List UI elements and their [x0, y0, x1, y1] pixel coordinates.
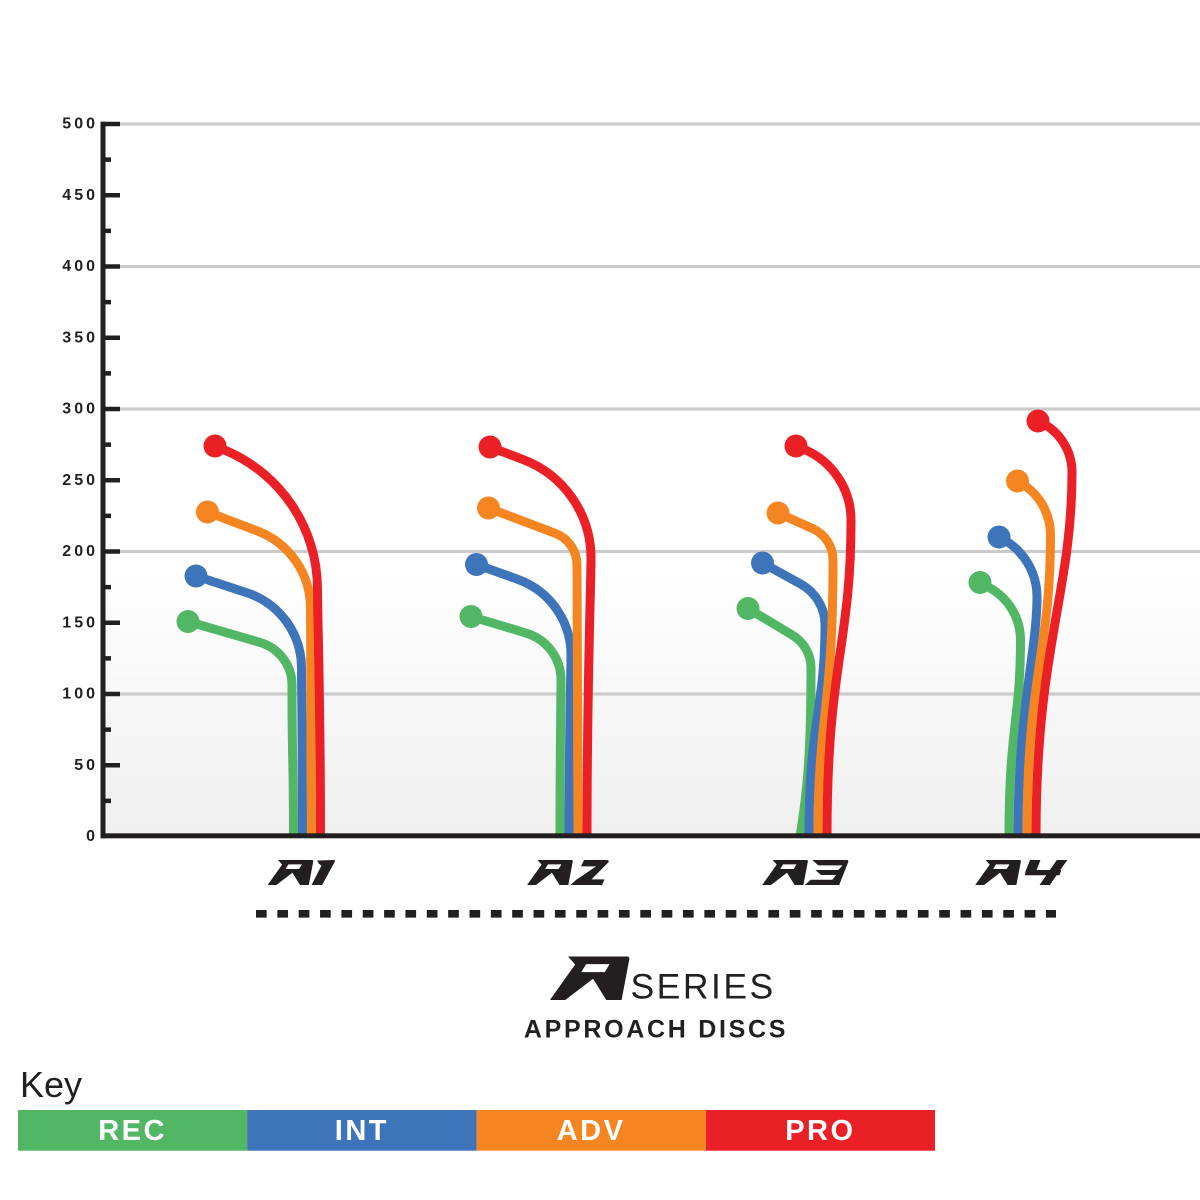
svg-text:100: 100 [62, 686, 98, 703]
svg-text:0: 0 [86, 828, 98, 845]
svg-text:300: 300 [62, 401, 98, 418]
svg-text:Key: Key [20, 1064, 82, 1105]
svg-text:500: 500 [62, 116, 98, 133]
svg-text:250: 250 [62, 472, 98, 489]
svg-text:ADV: ADV [557, 1115, 626, 1147]
svg-text:350: 350 [62, 329, 98, 346]
svg-text:450: 450 [62, 187, 98, 204]
svg-text:INT: INT [335, 1115, 389, 1147]
svg-text:50: 50 [74, 757, 98, 774]
svg-text:APPROACH DISCS: APPROACH DISCS [524, 1016, 788, 1044]
svg-text:400: 400 [62, 258, 98, 275]
svg-text:150: 150 [62, 614, 98, 631]
svg-text:REC: REC [98, 1115, 167, 1147]
svg-text:PRO: PRO [785, 1115, 855, 1147]
svg-text:SERIES: SERIES [631, 967, 776, 1007]
svg-text:200: 200 [62, 543, 98, 560]
